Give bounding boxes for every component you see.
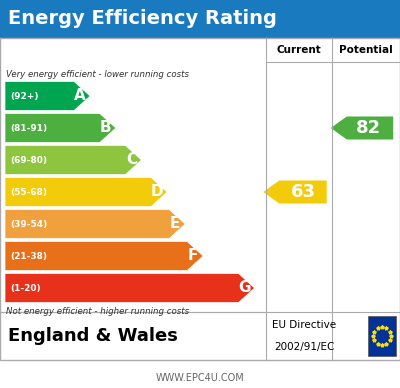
Bar <box>0 38 400 360</box>
Text: (69-80): (69-80) <box>10 156 47 165</box>
Text: A: A <box>74 88 86 104</box>
Text: 82: 82 <box>356 119 381 137</box>
Text: Potential: Potential <box>339 45 393 55</box>
Text: (55-68): (55-68) <box>10 187 47 196</box>
Text: 2002/91/EC: 2002/91/EC <box>274 342 334 352</box>
Bar <box>0 0 400 38</box>
Text: B: B <box>100 121 112 135</box>
Polygon shape <box>5 114 116 142</box>
Bar <box>368 316 396 356</box>
Polygon shape <box>263 180 327 204</box>
Text: Energy Efficiency Rating: Energy Efficiency Rating <box>8 9 277 28</box>
Polygon shape <box>5 210 185 239</box>
Text: (1-20): (1-20) <box>10 284 41 293</box>
Text: Very energy efficient - lower running costs: Very energy efficient - lower running co… <box>6 70 189 79</box>
Text: F: F <box>188 248 198 263</box>
Text: D: D <box>151 185 164 199</box>
Polygon shape <box>5 274 254 303</box>
Text: Current: Current <box>277 45 321 55</box>
Text: EU Directive: EU Directive <box>272 320 336 330</box>
Text: 63: 63 <box>291 183 316 201</box>
Polygon shape <box>5 146 142 175</box>
Text: (92+): (92+) <box>10 92 38 100</box>
Text: C: C <box>126 152 137 168</box>
Text: Not energy efficient - higher running costs: Not energy efficient - higher running co… <box>6 307 189 316</box>
Text: WWW.EPC4U.COM: WWW.EPC4U.COM <box>156 373 244 383</box>
Text: (21-38): (21-38) <box>10 251 47 260</box>
Polygon shape <box>5 177 167 206</box>
Text: (81-91): (81-91) <box>10 123 47 132</box>
Text: E: E <box>170 217 180 232</box>
Polygon shape <box>331 116 393 140</box>
Text: G: G <box>238 281 251 296</box>
Text: (39-54): (39-54) <box>10 220 47 229</box>
Polygon shape <box>5 81 90 111</box>
Text: England & Wales: England & Wales <box>8 327 178 345</box>
Polygon shape <box>5 241 203 270</box>
